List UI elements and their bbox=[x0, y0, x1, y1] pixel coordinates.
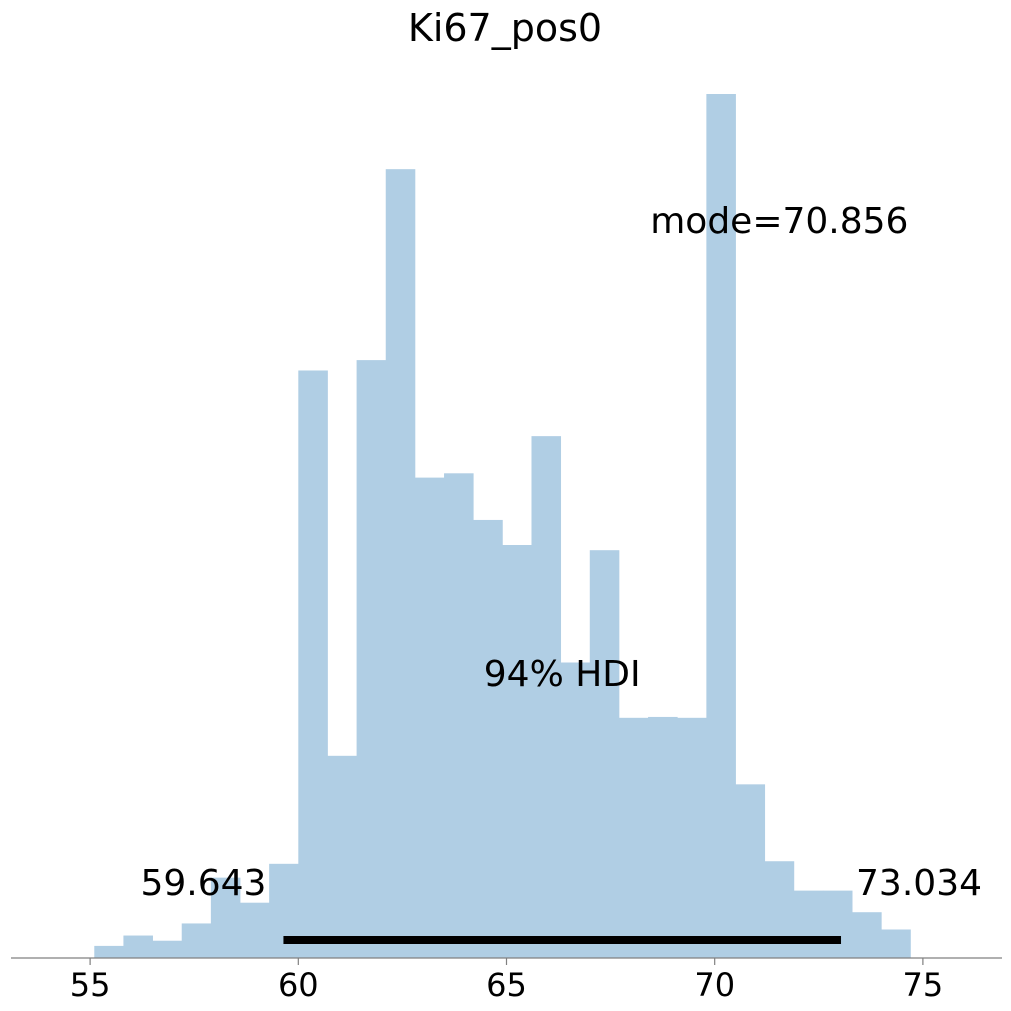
histogram-bar bbox=[473, 519, 503, 958]
mode-label: mode=70.856 bbox=[650, 201, 908, 242]
histogram-bar bbox=[444, 473, 474, 958]
histogram-bar bbox=[822, 890, 853, 958]
hdi-label: 94% HDI bbox=[484, 654, 641, 695]
histogram-bar bbox=[123, 935, 153, 958]
x-tick-label: 70 bbox=[694, 966, 735, 1004]
x-tick-label: 60 bbox=[278, 966, 319, 1004]
hdi-high-label: 73.034 bbox=[856, 863, 982, 904]
histogram-bars bbox=[94, 94, 911, 959]
histogram-bar bbox=[618, 717, 649, 958]
histogram-bar bbox=[298, 370, 328, 959]
histogram-bar bbox=[181, 923, 212, 958]
histogram-bar bbox=[589, 550, 620, 958]
histogram-bar bbox=[881, 929, 911, 958]
histogram-bar bbox=[414, 477, 445, 958]
chart-title: Ki67_pos0 bbox=[408, 6, 602, 50]
histogram-bar bbox=[152, 940, 183, 958]
histogram-bar bbox=[852, 912, 882, 958]
histogram-bar bbox=[735, 784, 766, 958]
x-tick-label: 55 bbox=[70, 966, 111, 1004]
x-tick-label: 75 bbox=[903, 966, 944, 1004]
histogram-bar bbox=[531, 436, 562, 958]
histogram-bar bbox=[210, 877, 241, 958]
histogram-bar bbox=[706, 94, 736, 958]
histogram-bar bbox=[385, 169, 416, 959]
x-axis-ticks: 55 60 65 70 75 bbox=[70, 958, 943, 1004]
histogram-bar bbox=[648, 716, 678, 958]
hdi-low-label: 59.643 bbox=[140, 863, 266, 904]
histogram-bar bbox=[356, 360, 387, 958]
histogram-bar bbox=[677, 717, 707, 958]
histogram-bar bbox=[502, 545, 532, 958]
histogram-bar bbox=[793, 890, 824, 958]
histogram-bar bbox=[94, 945, 124, 958]
histogram-bar bbox=[327, 755, 357, 958]
histogram-bar bbox=[240, 902, 270, 958]
histogram-bar bbox=[560, 662, 591, 958]
x-tick-label: 65 bbox=[486, 966, 527, 1004]
